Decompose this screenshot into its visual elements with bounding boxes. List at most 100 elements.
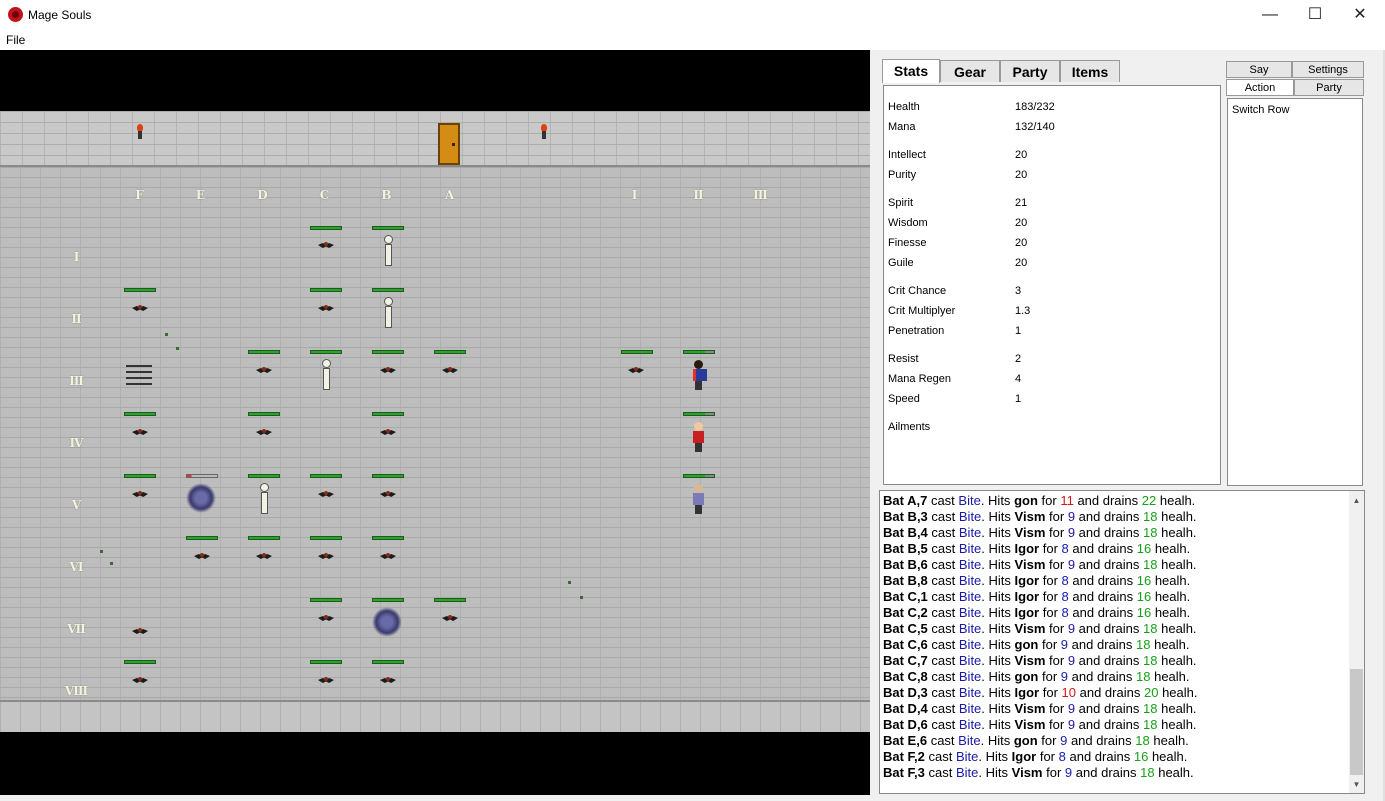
log-word: cast — [930, 493, 955, 508]
bat-enemy[interactable] — [318, 615, 334, 623]
log-drain: 18 — [1143, 509, 1158, 524]
stat-value-speed: 1 — [1015, 393, 1022, 405]
bat-enemy[interactable] — [132, 429, 148, 437]
log-damage: 9 — [1060, 637, 1069, 652]
row-label: IV — [69, 436, 84, 450]
bat-enemy[interactable] — [628, 367, 644, 375]
bat-enemy[interactable] — [194, 553, 210, 561]
tab-action[interactable]: Action — [1226, 79, 1294, 96]
log-spell: Bite — [958, 637, 982, 652]
log-word: Hits — [988, 605, 1011, 620]
bat-enemy[interactable] — [256, 553, 272, 561]
tab-items[interactable]: Items — [1060, 60, 1120, 82]
bat-enemy[interactable] — [380, 553, 396, 561]
scroll-down-icon[interactable]: ▼ — [1352, 780, 1361, 789]
bat-enemy[interactable] — [256, 429, 272, 437]
party-member-knight[interactable] — [692, 484, 704, 514]
tab-settings[interactable]: Settings — [1292, 61, 1364, 78]
close-button[interactable]: ✕ — [1353, 6, 1367, 23]
scroll-up-icon[interactable]: ▲ — [1352, 496, 1361, 505]
log-target: Igor — [1011, 749, 1037, 764]
bat-enemy[interactable] — [380, 677, 396, 685]
bat-enemy[interactable] — [318, 305, 334, 313]
skeleton-enemy[interactable] — [382, 297, 393, 328]
torch-icon — [136, 124, 144, 140]
log-spell: Bite — [958, 557, 982, 572]
log-caster: Bat D,4 — [883, 701, 928, 716]
log-entry: Bat D,3 cast Bite. Hits Igor for 10 and … — [883, 685, 1198, 700]
log-word: healh. — [1154, 541, 1191, 556]
stat-label-wisdom: Wisdom — [888, 217, 928, 229]
log-entry: Bat B,5 cast Bite. Hits Igor for 8 and d… — [883, 541, 1191, 556]
log-entry: Bat A,7 cast Bite. Hits gon for 11 and d… — [883, 493, 1196, 508]
bat-enemy[interactable] — [380, 367, 396, 375]
log-word: healh. — [1154, 669, 1190, 684]
minimize-button[interactable]: — — [1262, 6, 1278, 23]
health-bar — [310, 288, 342, 292]
bat-enemy[interactable] — [132, 491, 148, 499]
stat-label-crit-multiplyer: Crit Multiplyer — [888, 305, 956, 317]
health-bar — [124, 474, 156, 478]
log-word: healh. — [1159, 493, 1196, 508]
skeleton-enemy[interactable] — [258, 483, 269, 514]
switch-row-action[interactable]: Switch Row — [1232, 104, 1290, 116]
log-spell: Bite — [958, 605, 982, 620]
bat-enemy[interactable] — [318, 242, 334, 250]
log-spell: Bite — [958, 621, 982, 636]
log-word: Hits — [988, 637, 1011, 652]
bat-enemy[interactable] — [132, 305, 148, 313]
maximize-button[interactable]: ☐ — [1307, 6, 1323, 23]
stat-label-guile: Guile — [888, 257, 914, 269]
party-member-fighter[interactable] — [692, 422, 704, 452]
row-label: VIII — [64, 684, 88, 698]
log-scrollbar[interactable]: ▲ ▼ — [1349, 491, 1364, 793]
torch-icon — [540, 124, 548, 140]
tab-say[interactable]: Say — [1226, 61, 1292, 78]
log-target: Vism — [1014, 717, 1046, 732]
log-damage: 9 — [1067, 557, 1076, 572]
bat-enemy[interactable] — [442, 615, 458, 623]
wraith-enemy[interactable] — [186, 482, 216, 514]
skeleton-enemy[interactable] — [382, 235, 393, 266]
wraith-enemy[interactable] — [372, 606, 402, 638]
bat-enemy[interactable] — [132, 677, 148, 685]
battle-floor[interactable] — [0, 167, 870, 700]
bat-enemy[interactable] — [318, 553, 334, 561]
row-label: II — [71, 312, 81, 326]
health-bar — [372, 598, 404, 602]
log-word: healh. — [1154, 589, 1191, 604]
party-member-mage[interactable] — [692, 360, 707, 390]
door[interactable] — [438, 123, 460, 165]
tab-gear[interactable]: Gear — [940, 60, 1000, 82]
column-label: C — [319, 188, 330, 202]
log-word: and drains — [1075, 765, 1137, 780]
bat-enemy[interactable] — [380, 429, 396, 437]
bat-enemy[interactable] — [380, 491, 396, 499]
bat-enemy[interactable] — [318, 677, 334, 685]
log-word: healh. — [1153, 733, 1189, 748]
menu-file[interactable]: File — [6, 33, 26, 47]
combat-log[interactable]: Bat A,7 cast Bite. Hits gon for 11 and d… — [879, 490, 1365, 794]
bat-enemy[interactable] — [442, 367, 458, 375]
stat-label-spirit: Spirit — [888, 197, 914, 209]
tab-stats[interactable]: Stats — [882, 59, 940, 83]
stat-value-crit-multiplyer: 1.3 — [1015, 305, 1031, 317]
log-target: Vism — [1011, 765, 1043, 780]
game-viewport[interactable]: F E D C B A I II III I II III IV V VI VI… — [0, 50, 870, 795]
log-word: and drains — [1070, 733, 1132, 748]
bat-enemy[interactable] — [318, 491, 334, 499]
skeleton-enemy[interactable] — [320, 359, 331, 390]
stat-value-purity: 20 — [1015, 169, 1028, 181]
log-word: cast — [931, 669, 956, 684]
log-word: for — [1042, 589, 1058, 604]
tab-party-actions[interactable]: Party — [1294, 79, 1364, 96]
health-bar — [248, 412, 280, 416]
bat-enemy[interactable] — [256, 367, 272, 375]
log-word: cast — [931, 525, 956, 540]
stat-label-penetration: Penetration — [888, 325, 945, 337]
log-damage: 9 — [1064, 765, 1073, 780]
log-spell: Bite — [958, 717, 982, 732]
tab-party[interactable]: Party — [1000, 60, 1060, 82]
log-drain: 16 — [1136, 541, 1152, 556]
scroll-thumb[interactable] — [1350, 669, 1363, 775]
